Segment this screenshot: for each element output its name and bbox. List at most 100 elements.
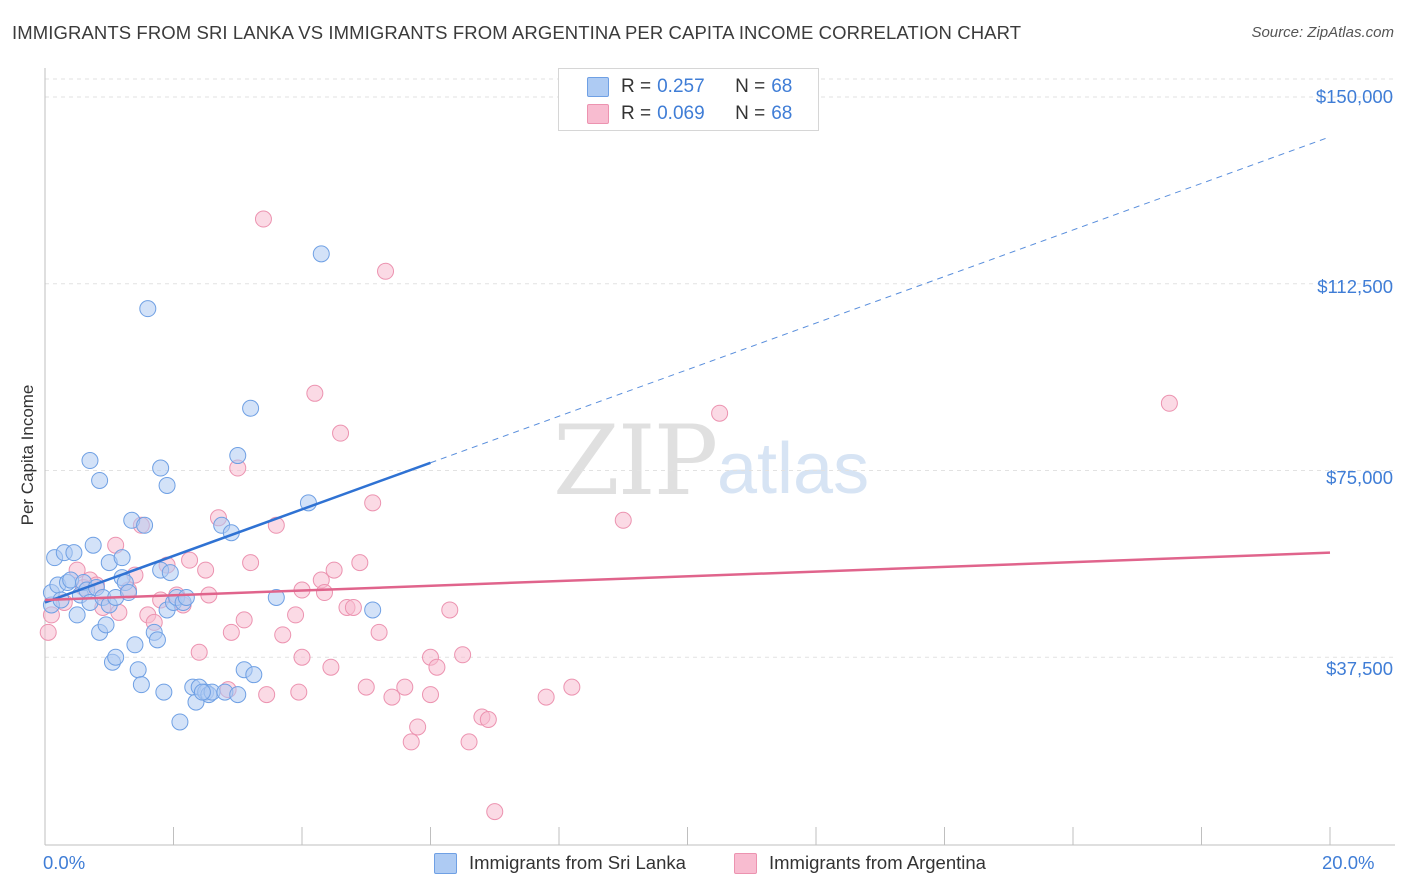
argentina-point: [460, 733, 478, 751]
trend-line-argentina: [44, 551, 1331, 602]
sri-lanka-point: [132, 676, 150, 694]
legend-swatch-sri-lanka: [587, 77, 609, 97]
argentina-point: [479, 711, 497, 728]
legend-n-label: N =: [735, 103, 766, 124]
argentina-point: [315, 584, 333, 602]
argentina-point: [422, 686, 439, 704]
sri-lanka-point: [267, 588, 285, 606]
sri-lanka-point: [84, 536, 102, 554]
argentina-point: [377, 262, 395, 280]
legend-r-value: 0.257: [657, 76, 705, 97]
sri-lanka-point: [177, 588, 195, 606]
x-tick-label: 0.0%: [43, 852, 86, 873]
argentina-point: [364, 494, 382, 512]
y-tick-label: $112,500: [1317, 276, 1393, 297]
argentina-point: [325, 561, 343, 579]
sri-lanka-point: [155, 683, 173, 701]
argentina-point: [293, 648, 311, 666]
argentina-point: [287, 606, 305, 624]
legend-r-value: 0.069: [657, 103, 705, 124]
sri-lanka-point: [171, 713, 189, 731]
bottom-legend-label: Immigrants from Sri Lanka: [469, 852, 686, 873]
argentina-point: [486, 803, 504, 821]
legend-row-argentina: R = 0.069 N = 68: [559, 101, 792, 127]
sri-lanka-point: [113, 549, 131, 567]
watermark-atlas: atlas: [717, 429, 870, 509]
argentina-point: [332, 424, 350, 442]
source-label: Source: ZipAtlas.com: [1251, 24, 1394, 41]
sri-lanka-point: [229, 447, 247, 465]
argentina-point: [711, 404, 729, 422]
sri-lanka-point: [129, 661, 147, 679]
legend-row-sri-lanka: R = 0.257 N = 68: [559, 74, 792, 100]
argentina-point: [357, 678, 375, 696]
trend-lines: [44, 136, 1331, 604]
argentina-point: [428, 658, 446, 676]
argentina-point: [290, 683, 308, 701]
sri-lanka-point: [312, 245, 330, 263]
y-tick-label: $150,000: [1315, 86, 1393, 107]
legend-n-label: N =: [735, 76, 766, 97]
argentina-point: [306, 384, 324, 402]
argentina-point: [197, 561, 215, 579]
sri-lanka-point: [107, 648, 125, 666]
y-tick-label: $75,000: [1326, 467, 1393, 488]
argentina-point: [222, 623, 240, 641]
sri-lanka-point: [68, 606, 86, 624]
legend-swatch-argentina: [587, 104, 609, 124]
sri-lanka-point: [245, 666, 263, 684]
argentina-point: [370, 623, 388, 641]
legend-r-label: R =: [621, 103, 652, 124]
sri-lanka-point: [148, 631, 166, 649]
axes: [44, 68, 1395, 846]
argentina-point: [383, 688, 401, 706]
argentina-point: [39, 623, 57, 641]
argentina-point: [1160, 394, 1178, 412]
argentina-point: [614, 511, 632, 529]
sri-lanka-point: [229, 686, 247, 704]
argentina-point: [258, 686, 276, 704]
argentina-point: [322, 658, 340, 676]
x-tick-label: 20.0%: [1322, 852, 1375, 873]
argentina-point: [254, 210, 272, 228]
argentina-point: [190, 643, 208, 661]
argentina-point: [563, 678, 581, 696]
sri-lanka-point: [65, 544, 83, 562]
argentina-point: [402, 733, 420, 751]
series-argentina-points: [39, 210, 1178, 821]
argentina-point: [274, 626, 292, 644]
argentina-point: [235, 611, 253, 629]
argentina-point: [537, 688, 555, 706]
sri-lanka-point: [158, 476, 176, 494]
legend-r-label: R =: [621, 76, 652, 97]
bottom-legend-argentina: Immigrants from Argentina: [734, 852, 986, 874]
bottom-legend-label: Immigrants from Argentina: [769, 852, 986, 873]
series-sri-lanka-points: [42, 245, 382, 731]
bottom-legend-swatch-sri-lanka: [434, 852, 457, 874]
argentina-point: [242, 554, 260, 572]
argentina-point: [396, 678, 414, 696]
legend: R = 0.257 N = 68 R = 0.069 N = 68: [558, 68, 819, 131]
sri-lanka-point: [81, 452, 99, 470]
sri-lanka-point: [242, 399, 260, 417]
argentina-point: [454, 646, 472, 664]
bottom-legend-swatch-argentina: [734, 852, 757, 874]
argentina-point: [181, 551, 199, 569]
watermark-zip: ZIP: [553, 405, 718, 517]
trend-line-sri-lanka-solid: [44, 461, 431, 604]
y-tick-label: $37,500: [1326, 658, 1393, 679]
sri-lanka-point: [152, 459, 170, 477]
legend-n-value: 68: [771, 103, 793, 124]
sri-lanka-point: [161, 564, 179, 582]
sri-lanka-point: [97, 616, 115, 634]
sri-lanka-point: [139, 300, 157, 318]
y-axis-label: Per Capita Income: [18, 384, 37, 526]
sri-lanka-point: [136, 516, 154, 534]
sri-lanka-point: [126, 636, 144, 654]
sri-lanka-point: [193, 683, 211, 701]
argentina-point: [441, 601, 459, 619]
argentina-point: [344, 598, 362, 616]
chart-title: IMMIGRANTS FROM SRI LANKA VS IMMIGRANTS …: [12, 22, 1022, 43]
sri-lanka-point: [364, 601, 382, 619]
